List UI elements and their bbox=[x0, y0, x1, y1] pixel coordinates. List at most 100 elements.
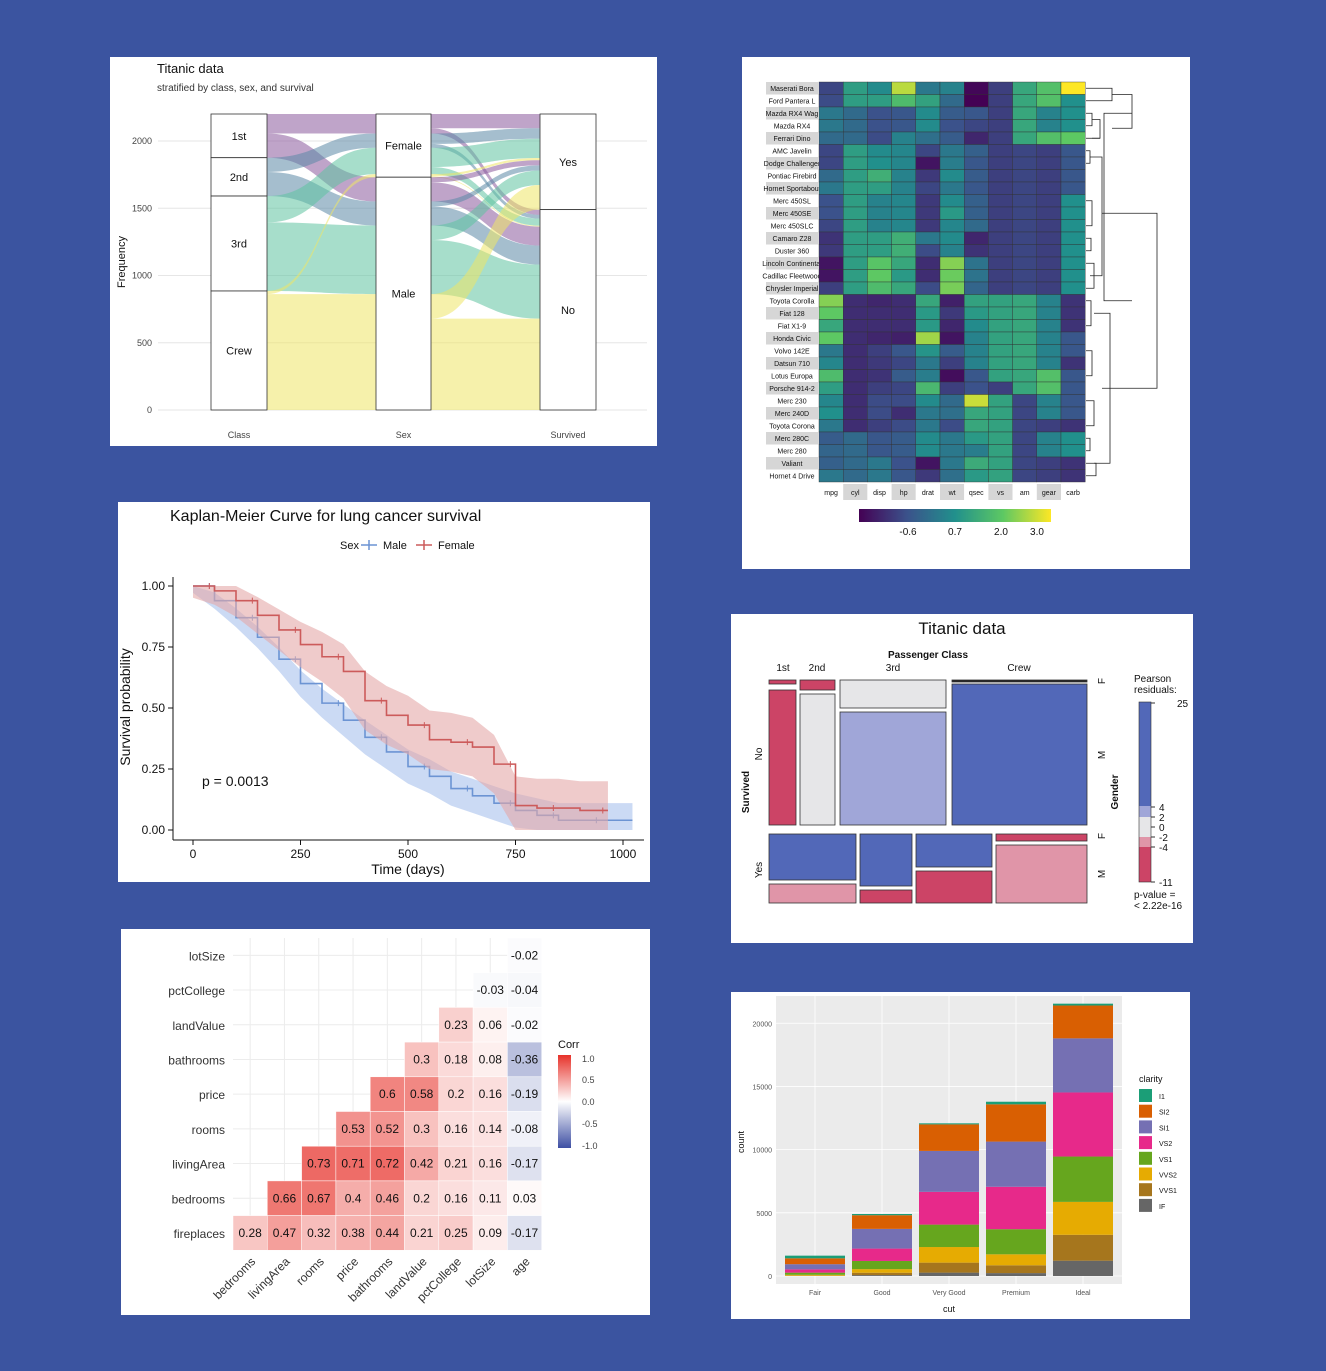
heatmap-rowlabel-bg bbox=[766, 357, 818, 370]
heatmap-cell bbox=[915, 344, 941, 358]
dendrogram-branch bbox=[1090, 156, 1103, 277]
heatmap-rowlabel-bg bbox=[766, 419, 818, 432]
heatmap-cell bbox=[963, 244, 989, 258]
heatmap-col-label: drat bbox=[922, 490, 934, 497]
heatmap-rowlabel-bg bbox=[766, 369, 818, 382]
heatmap-cell bbox=[891, 419, 917, 433]
alluvial-stratum-label: 2nd bbox=[230, 172, 248, 184]
mosaic-tile-yes-m bbox=[995, 844, 1088, 904]
heatmap-cell bbox=[1036, 381, 1062, 395]
heatmap-cell bbox=[867, 156, 892, 170]
heatmap-rowlabel-bg bbox=[766, 282, 818, 295]
heatmap-cell bbox=[988, 456, 1013, 470]
alluvial-stratum bbox=[210, 113, 268, 159]
heatmap-collabel-bg bbox=[891, 484, 916, 500]
heatmap-cell bbox=[867, 281, 892, 295]
mosaic-survived-label: No bbox=[754, 747, 765, 760]
mosaic-legend-label: 25 bbox=[1177, 699, 1189, 710]
mosaic-tile-no-f bbox=[799, 679, 836, 691]
heatmap-cell bbox=[988, 369, 1013, 383]
km-xtick-label: 500 bbox=[398, 847, 418, 861]
heatmap-cell bbox=[842, 269, 868, 283]
dendrogram-branch bbox=[1086, 87, 1113, 102]
heatmap-cell bbox=[818, 294, 844, 308]
heatmap-cell bbox=[915, 306, 941, 320]
diamonds-legend-key bbox=[1139, 1183, 1152, 1197]
heatmap-cell bbox=[939, 369, 965, 383]
heatmap-cell bbox=[1036, 156, 1062, 170]
km-legend-key bbox=[361, 540, 377, 550]
heatmap-cell bbox=[818, 94, 844, 108]
heatmap-cell bbox=[867, 356, 892, 370]
heatmap-cell bbox=[1060, 356, 1086, 370]
corr-cell bbox=[369, 1111, 405, 1147]
heatmap-cell bbox=[842, 131, 868, 145]
diamonds-bar-segment bbox=[852, 1214, 912, 1216]
heatmap-cell bbox=[842, 206, 868, 220]
heatmap-collabel-bg bbox=[940, 484, 965, 500]
heatmap-collabel-bg bbox=[915, 484, 940, 500]
corr-legend-label: 0.0 bbox=[582, 1097, 595, 1107]
heatmap-row-label: Fiat 128 bbox=[779, 311, 804, 318]
alluvial-stratum bbox=[210, 195, 268, 292]
km-ytick-label: 0.75 bbox=[142, 640, 166, 654]
heatmap-cell bbox=[915, 369, 941, 383]
heatmap-cell bbox=[842, 406, 868, 420]
heatmap-cell bbox=[842, 444, 868, 458]
alluvial-ylabel: Frequency bbox=[116, 236, 128, 288]
mosaic-survived-title: Survived bbox=[741, 771, 752, 813]
corr-cell bbox=[438, 1076, 474, 1112]
km-censor-mark bbox=[206, 583, 213, 589]
heatmap-cell bbox=[1036, 394, 1062, 408]
diamonds-bar-segment bbox=[852, 1228, 912, 1249]
heatmap-cell bbox=[915, 256, 941, 270]
mosaic-tile-no-m bbox=[768, 689, 797, 826]
alluvial-flow bbox=[431, 165, 540, 207]
heatmap-rowlabel-bg bbox=[766, 432, 818, 445]
heatmap-cell bbox=[1036, 306, 1062, 320]
corr-legend-label: -1.0 bbox=[582, 1141, 598, 1151]
diamonds-ylabel: count bbox=[736, 1130, 746, 1153]
diamonds-ytick-label: 0 bbox=[768, 1274, 772, 1281]
heatmap-cell bbox=[891, 469, 917, 483]
dendrogram-branch bbox=[1112, 94, 1133, 129]
alluvial-flow bbox=[431, 157, 540, 177]
km-censor-mark bbox=[249, 597, 256, 604]
corr-cell-value: 0.2 bbox=[448, 1087, 465, 1101]
diamonds-bar-segment bbox=[986, 1229, 1046, 1255]
corr-cell-value: 0.3 bbox=[413, 1052, 430, 1066]
heatmap-cell bbox=[818, 444, 844, 458]
heatmap-rowlabel-bg bbox=[766, 444, 818, 457]
heatmap-cell bbox=[939, 319, 965, 333]
corr-cell bbox=[404, 1076, 440, 1112]
heatmap-cell bbox=[988, 94, 1013, 108]
diamonds-bar-segment bbox=[1053, 1201, 1113, 1235]
heatmap-rowlabel-bg bbox=[766, 257, 818, 270]
heatmap-cell bbox=[939, 119, 965, 133]
km-censor-mark bbox=[421, 722, 428, 729]
diamonds-ytick-label: 5000 bbox=[756, 1211, 772, 1218]
heatmap-cell bbox=[939, 94, 965, 108]
heatmap-col-label: hp bbox=[900, 490, 908, 497]
dendrogram-branch bbox=[1086, 150, 1091, 164]
heatmap-collabel-bg bbox=[867, 484, 892, 500]
heatmap-cell bbox=[842, 219, 868, 233]
heatmap-cell bbox=[1060, 306, 1086, 320]
diamonds-bar-segment bbox=[986, 1104, 1046, 1142]
heatmap-cell bbox=[988, 106, 1013, 120]
heatmap-cell bbox=[818, 431, 844, 445]
heatmap-cell bbox=[867, 294, 892, 308]
heatmap-col-label: cyl bbox=[851, 490, 860, 497]
km-legend-key bbox=[416, 540, 432, 550]
heatmap-cell bbox=[915, 319, 941, 333]
alluvial-title: Titanic data bbox=[157, 61, 224, 76]
heatmap-cell bbox=[891, 356, 917, 370]
heatmap-row-label: Lotus Europa bbox=[771, 374, 813, 381]
heatmap-cell bbox=[939, 244, 965, 258]
heatmap-row-label: Merc 240D bbox=[775, 411, 809, 418]
heatmap-cell bbox=[842, 169, 868, 183]
heatmap-cell bbox=[1036, 256, 1062, 270]
heatmap-cell bbox=[867, 256, 892, 270]
heatmap-cell bbox=[1060, 131, 1086, 145]
heatmap-rowlabel-bg bbox=[766, 407, 818, 420]
